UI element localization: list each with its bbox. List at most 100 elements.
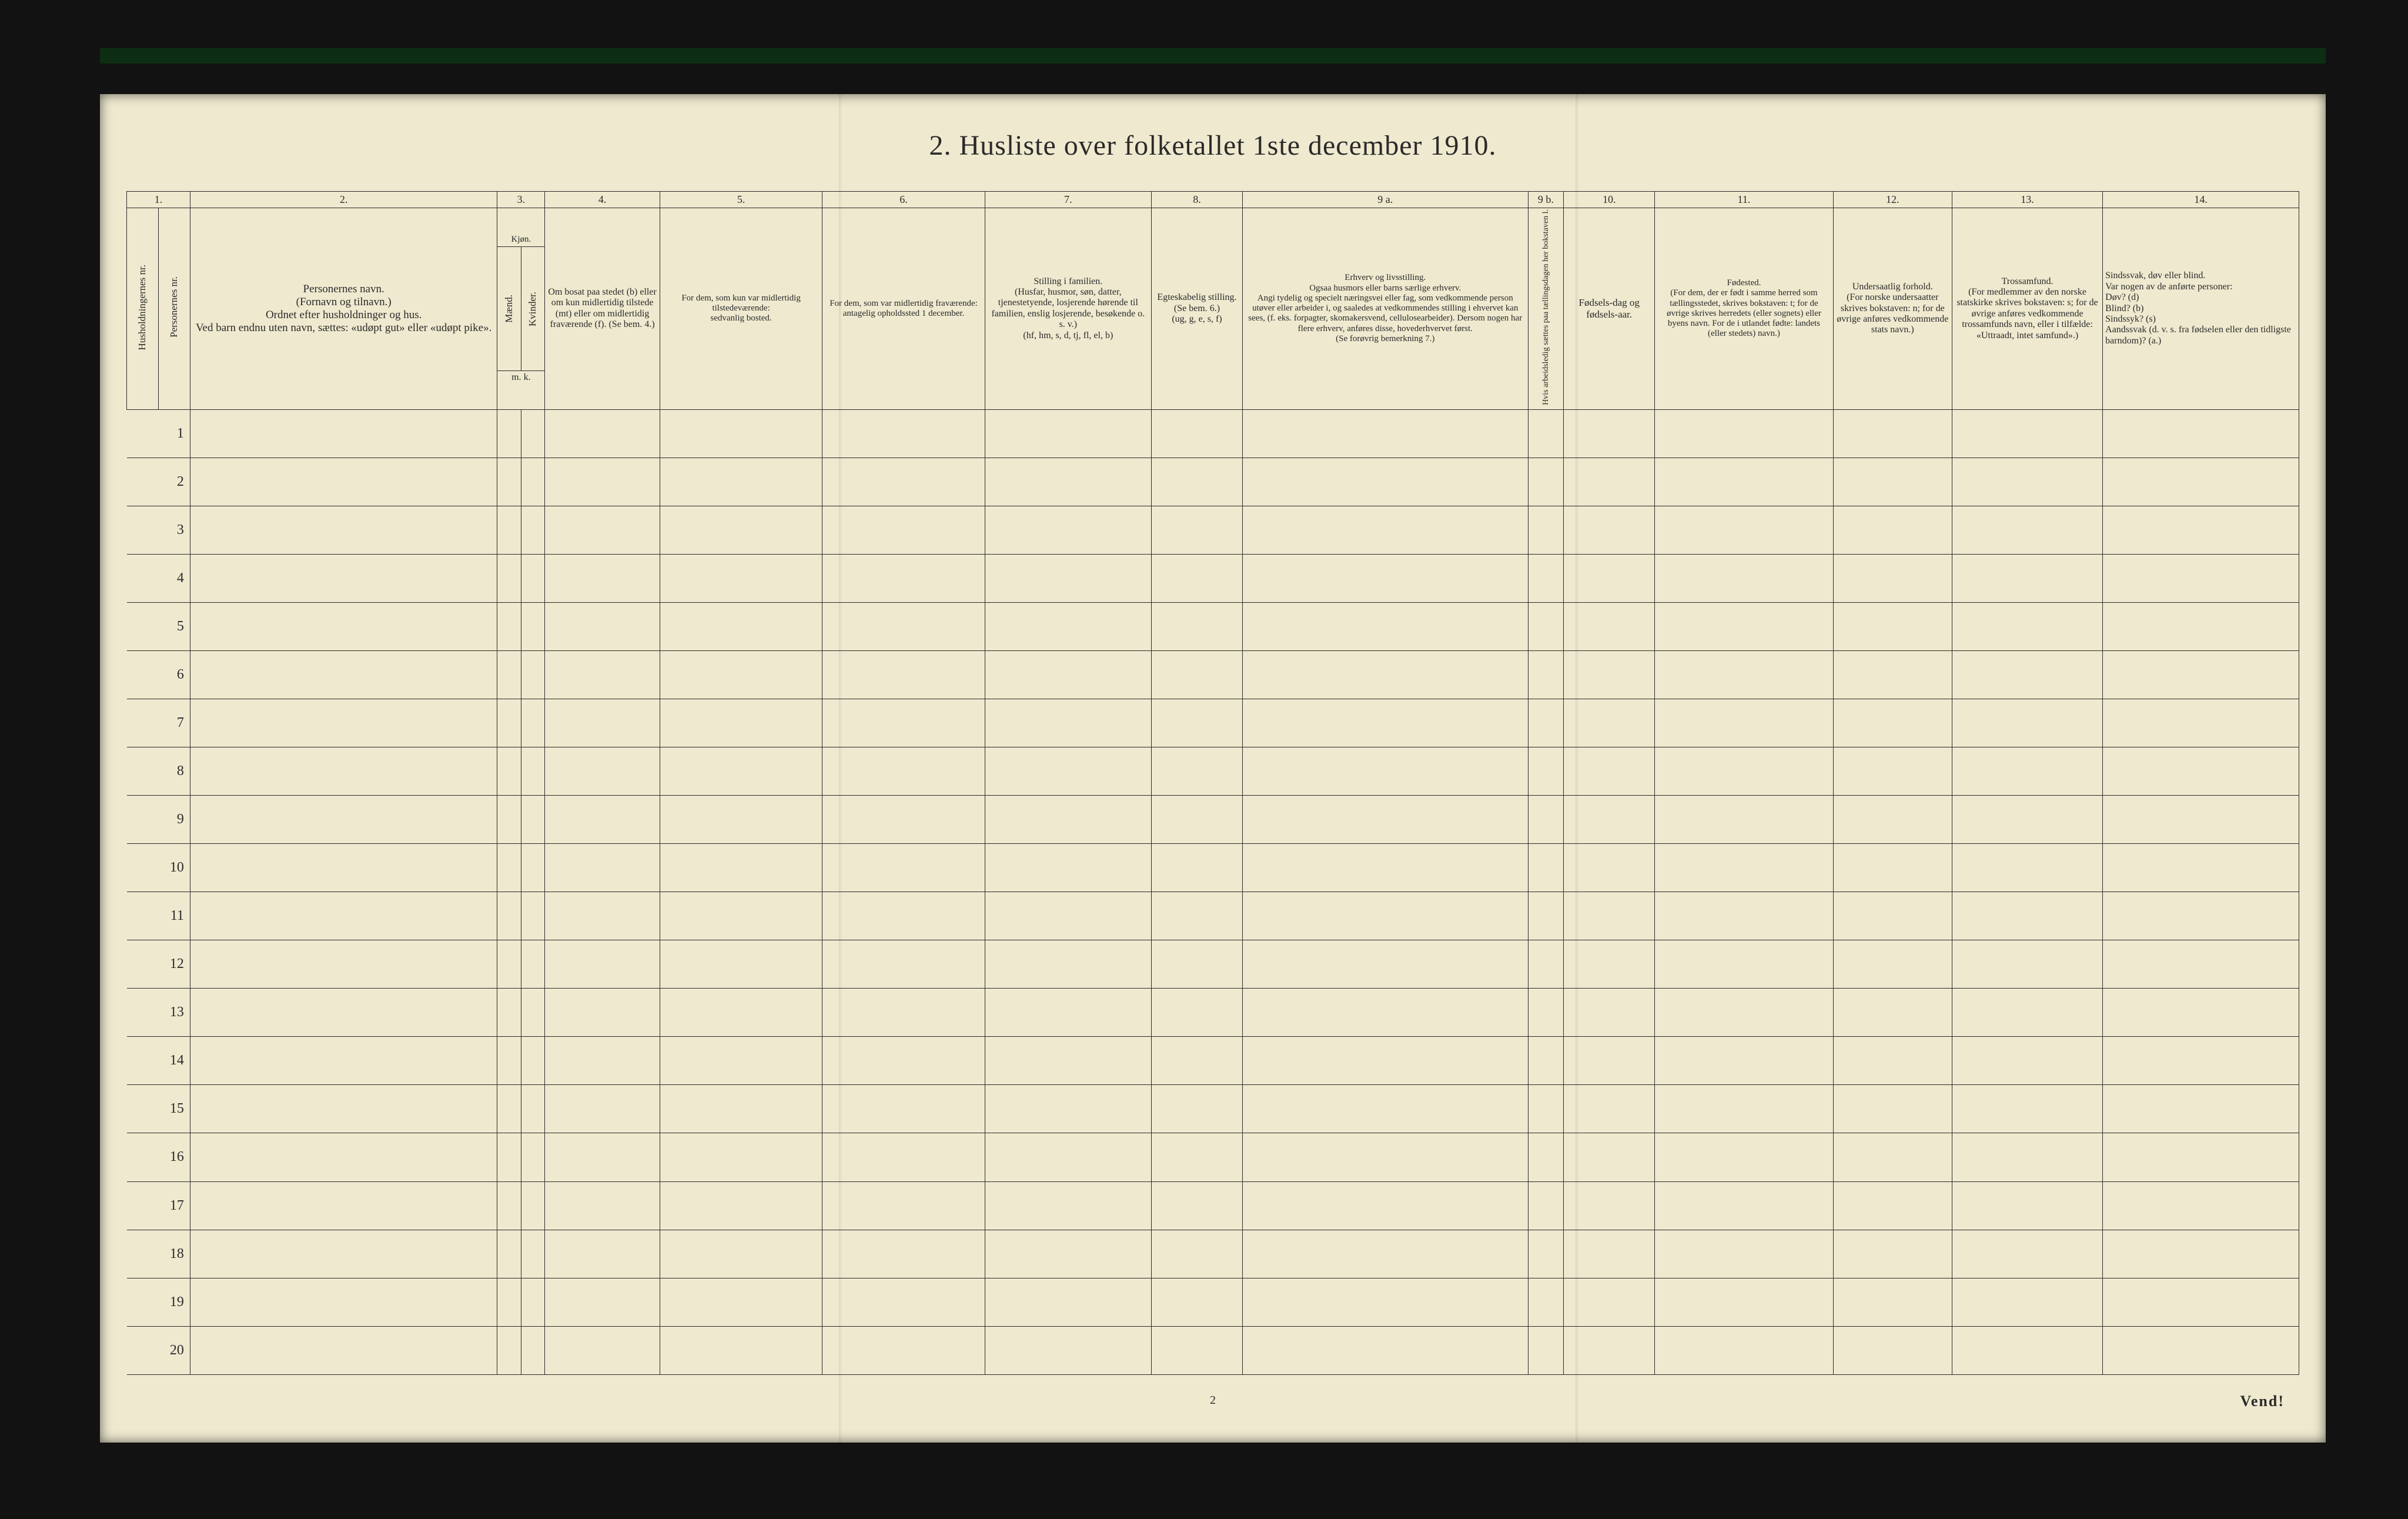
hdr-birthdate: Fødsels-dag og fødsels-aar. (1564, 208, 1655, 410)
table-cell (545, 1278, 660, 1326)
table-cell (1243, 409, 1528, 458)
table-cell (1833, 1037, 1952, 1085)
table-cell (1655, 1278, 1833, 1326)
table-row: 3 (127, 506, 2299, 554)
table-cell (521, 458, 544, 506)
table-cell (1528, 1085, 1564, 1133)
table-cell (1952, 1085, 2102, 1133)
table-cell (985, 1181, 1151, 1230)
table-cell (1564, 796, 1655, 844)
table-cell (985, 1037, 1151, 1085)
table-cell (1833, 1181, 1952, 1230)
table-cell (545, 1181, 660, 1230)
table-cell (1833, 892, 1952, 940)
table-cell (497, 747, 521, 795)
table-cell (1833, 844, 1952, 892)
table-cell (1833, 409, 1952, 458)
table-cell (1528, 409, 1564, 458)
table-cell (1655, 554, 1833, 602)
table-cell (497, 1278, 521, 1326)
table-cell (2103, 650, 2299, 699)
table-cell (1952, 1278, 2102, 1326)
table-cell (1151, 1037, 1242, 1085)
table-cell (1564, 1230, 1655, 1278)
table-cell (1833, 699, 1952, 747)
table-cell (1952, 506, 2102, 554)
table-cell (1243, 650, 1528, 699)
table-cell (1151, 506, 1242, 554)
hdr-name: Personernes navn. (Fornavn og tilnavn.) … (190, 208, 497, 410)
table-cell (1243, 1037, 1528, 1085)
table-cell (1655, 796, 1833, 844)
table-cell: 7 (158, 699, 190, 747)
table-cell (127, 602, 159, 650)
table-cell (2103, 1326, 2299, 1374)
table-cell (2103, 554, 2299, 602)
table-cell (1243, 1181, 1528, 1230)
table-cell (545, 1230, 660, 1278)
table-cell (1564, 989, 1655, 1037)
hdr-sex-k: Kvinder. (527, 292, 539, 326)
table-cell (1243, 844, 1528, 892)
table-cell (1952, 844, 2102, 892)
table-row: 14 (127, 1037, 2299, 1085)
table-cell (190, 506, 497, 554)
page-title: 2. Husliste over folketallet 1ste decemb… (100, 129, 2326, 162)
table-cell (1243, 796, 1528, 844)
table-cell (497, 1085, 521, 1133)
table-cell (497, 1181, 521, 1230)
table-cell (497, 989, 521, 1037)
table-cell (1243, 892, 1528, 940)
table-cell (1833, 747, 1952, 795)
table-cell (521, 1085, 544, 1133)
table-cell (1151, 892, 1242, 940)
table-cell (660, 1326, 822, 1374)
table-cell: 5 (158, 602, 190, 650)
table-cell (497, 458, 521, 506)
table-cell (985, 844, 1151, 892)
table-cell (521, 844, 544, 892)
table-cell (660, 1230, 822, 1278)
table-cell (2103, 602, 2299, 650)
table-cell (1655, 1230, 1833, 1278)
table-cell (1833, 602, 1952, 650)
table-cell (1655, 1326, 1833, 1374)
table-cell: 16 (158, 1133, 190, 1181)
table-cell (2103, 409, 2299, 458)
table-cell (985, 554, 1151, 602)
table-cell: 13 (158, 989, 190, 1037)
table-cell (190, 602, 497, 650)
table-cell (1952, 796, 2102, 844)
table-cell (1833, 554, 1952, 602)
table-cell (1528, 989, 1564, 1037)
table-cell (545, 650, 660, 699)
table-cell (521, 892, 544, 940)
table-cell (1655, 1133, 1833, 1181)
table-cell (822, 409, 985, 458)
table-cell (2103, 747, 2299, 795)
table-cell (545, 1085, 660, 1133)
table-cell (127, 409, 159, 458)
table-cell (545, 506, 660, 554)
table-cell (1243, 506, 1528, 554)
table-cell (660, 989, 822, 1037)
table-cell (985, 796, 1151, 844)
table-cell (1564, 1181, 1655, 1230)
table-cell (1952, 1133, 2102, 1181)
table-cell (127, 1326, 159, 1374)
table-cell (1151, 989, 1242, 1037)
table-cell (127, 1133, 159, 1181)
table-cell (822, 747, 985, 795)
table-row: 11 (127, 892, 2299, 940)
table-cell (2103, 796, 2299, 844)
hdr-unemployed: Hvis arbeidsledig sættes paa tællingsdag… (1528, 208, 1564, 410)
table-cell (521, 1133, 544, 1181)
table-cell (822, 506, 985, 554)
table-cell (1833, 1230, 1952, 1278)
table-cell (1151, 1326, 1242, 1374)
census-table-wrap: 1. 2. 3. 4. 5. 6. 7. 8. 9 a. 9 b. 10. 11… (126, 191, 2299, 1375)
table-cell (545, 1133, 660, 1181)
table-cell (2103, 1230, 2299, 1278)
table-cell (190, 892, 497, 940)
table-cell (1952, 940, 2102, 989)
